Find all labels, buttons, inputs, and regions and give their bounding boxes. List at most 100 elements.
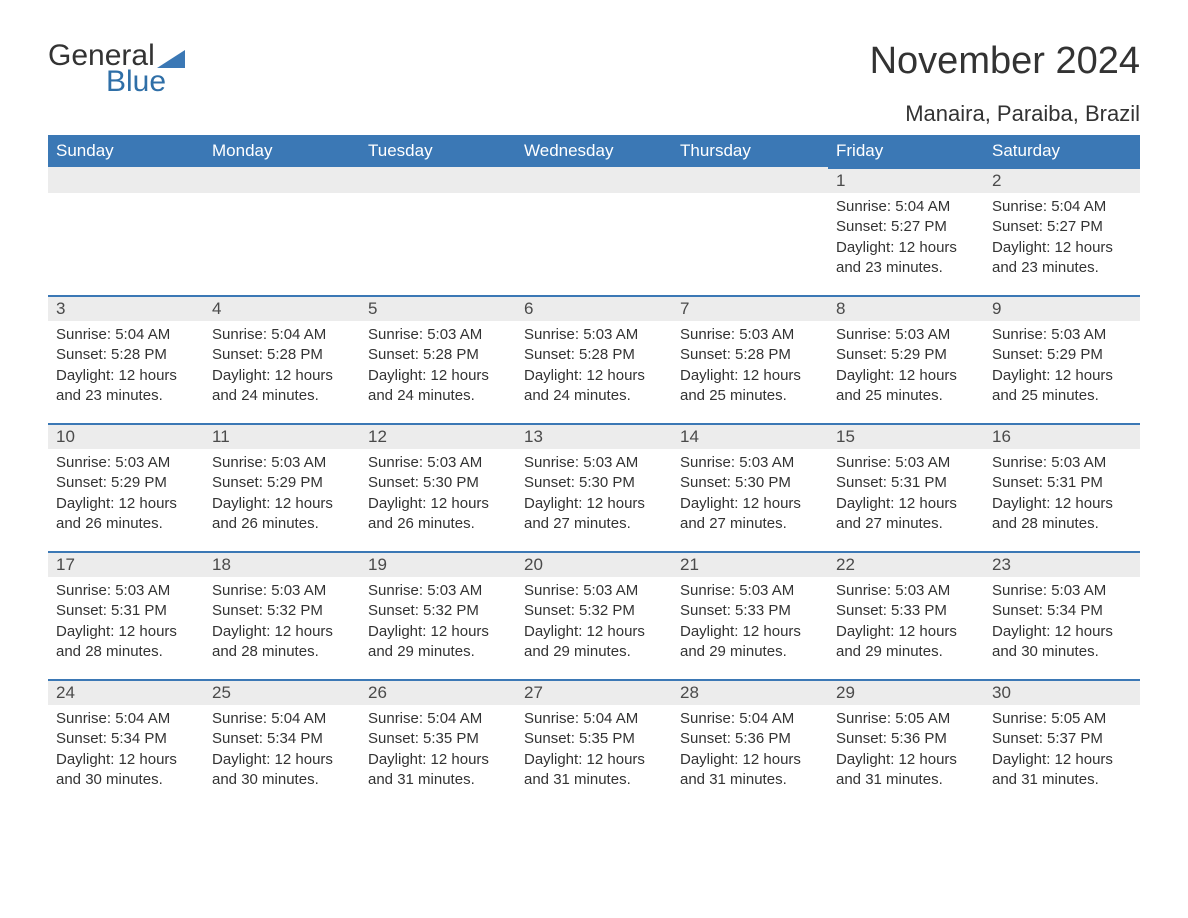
sunrise-line-value: 5:03 AM [895,454,950,471]
day-number: 2 [984,167,1140,193]
title-block: November 2024 Manaira, Paraiba, Brazil [870,40,1140,127]
sunset-line: Sunset: 5:29 PM [212,473,352,493]
calendar-cell: 27Sunrise: 5:04 AMSunset: 5:35 PMDayligh… [516,679,672,807]
sunrise-line: Sunrise: 5:03 AM [212,453,352,473]
calendar-week-row: 17Sunrise: 5:03 AMSunset: 5:31 PMDayligh… [48,551,1140,679]
day-details: Sunrise: 5:03 AMSunset: 5:32 PMDaylight:… [204,577,360,672]
sunset-line-value: 5:34 PM [111,730,167,747]
sunset-line-label: Sunset: [56,346,111,363]
sunrise-line-label: Sunrise: [524,326,583,343]
sunset-line-value: 5:35 PM [579,730,635,747]
day-details: Sunrise: 5:04 AMSunset: 5:28 PMDaylight:… [48,321,204,416]
calendar-cell: 24Sunrise: 5:04 AMSunset: 5:34 PMDayligh… [48,679,204,807]
sunset-line-value: 5:30 PM [735,474,791,491]
sunset-line: Sunset: 5:35 PM [524,729,664,749]
sunset-line-label: Sunset: [524,602,579,619]
sunset-line: Sunset: 5:29 PM [992,345,1132,365]
sunset-line: Sunset: 5:34 PM [992,601,1132,621]
calendar-cell: 14Sunrise: 5:03 AMSunset: 5:30 PMDayligh… [672,423,828,551]
sunset-line: Sunset: 5:28 PM [212,345,352,365]
sunset-line: Sunset: 5:27 PM [992,217,1132,237]
day-details: Sunrise: 5:03 AMSunset: 5:28 PMDaylight:… [360,321,516,416]
sunrise-line: Sunrise: 5:03 AM [836,325,976,345]
sunrise-line: Sunrise: 5:03 AM [992,581,1132,601]
sunrise-line-label: Sunrise: [836,710,895,727]
day-number: 25 [204,679,360,705]
sunrise-line-label: Sunrise: [212,582,271,599]
sunset-line-label: Sunset: [212,730,267,747]
calendar-cell: 29Sunrise: 5:05 AMSunset: 5:36 PMDayligh… [828,679,984,807]
sunset-line-label: Sunset: [368,730,423,747]
sunrise-line: Sunrise: 5:04 AM [56,709,196,729]
day-number: 11 [204,423,360,449]
daylight-line: Daylight: 12 hours and 28 minutes. [992,494,1132,535]
daylight-line: Daylight: 12 hours and 26 minutes. [212,494,352,535]
calendar-cell: 23Sunrise: 5:03 AMSunset: 5:34 PMDayligh… [984,551,1140,679]
sunrise-line-value: 5:03 AM [115,582,170,599]
sunset-line-value: 5:37 PM [1047,730,1103,747]
sunset-line-value: 5:27 PM [891,218,947,235]
daylight-line: Daylight: 12 hours and 31 minutes. [836,750,976,791]
sunrise-line-label: Sunrise: [680,454,739,471]
day-number: 10 [48,423,204,449]
calendar-cell: 1Sunrise: 5:04 AMSunset: 5:27 PMDaylight… [828,167,984,295]
day-details: Sunrise: 5:03 AMSunset: 5:32 PMDaylight:… [360,577,516,672]
sunset-line-value: 5:34 PM [1047,602,1103,619]
daylight-line-label: Daylight: [524,623,587,640]
sunrise-line-value: 5:03 AM [895,326,950,343]
sunrise-line-label: Sunrise: [524,454,583,471]
day-number: 20 [516,551,672,577]
sunrise-line-value: 5:04 AM [115,326,170,343]
sunset-line-label: Sunset: [680,730,735,747]
sunset-line-label: Sunset: [992,218,1047,235]
calendar-cell [360,167,516,295]
day-number: 28 [672,679,828,705]
daylight-line: Daylight: 12 hours and 25 minutes. [680,366,820,407]
sunrise-line-value: 5:03 AM [271,454,326,471]
sunset-line-label: Sunset: [992,730,1047,747]
calendar-cell: 12Sunrise: 5:03 AMSunset: 5:30 PMDayligh… [360,423,516,551]
day-details: Sunrise: 5:04 AMSunset: 5:36 PMDaylight:… [672,705,828,800]
page-header: General Blue November 2024 Manaira, Para… [48,40,1140,127]
daylight-line: Daylight: 12 hours and 29 minutes. [680,622,820,663]
daylight-line: Daylight: 12 hours and 29 minutes. [368,622,508,663]
daylight-line: Daylight: 12 hours and 29 minutes. [524,622,664,663]
day-details: Sunrise: 5:03 AMSunset: 5:32 PMDaylight:… [516,577,672,672]
sunrise-line: Sunrise: 5:03 AM [992,453,1132,473]
sunrise-line: Sunrise: 5:03 AM [368,581,508,601]
sunrise-line-value: 5:03 AM [583,326,638,343]
day-details: Sunrise: 5:03 AMSunset: 5:29 PM Daylight:… [984,321,1140,416]
sunset-line: Sunset: 5:31 PM [992,473,1132,493]
sunrise-line-value: 5:03 AM [739,454,794,471]
calendar-cell: 7Sunrise: 5:03 AMSunset: 5:28 PMDaylight… [672,295,828,423]
daylight-line-label: Daylight: [212,751,275,768]
sunrise-line-label: Sunrise: [680,710,739,727]
calendar-cell: 2Sunrise: 5:04 AMSunset: 5:27 PMDaylight… [984,167,1140,295]
sunrise-line-value: 5:03 AM [427,454,482,471]
sunset-line-value: 5:36 PM [735,730,791,747]
day-number: 21 [672,551,828,577]
day-number: 30 [984,679,1140,705]
sunrise-line-value: 5:03 AM [115,454,170,471]
daylight-line-label: Daylight: [212,495,275,512]
sunset-line-label: Sunset: [368,474,423,491]
calendar-cell: 30Sunrise: 5:05 AMSunset: 5:37 PMDayligh… [984,679,1140,807]
sunrise-line-value: 5:03 AM [895,582,950,599]
sunrise-line: Sunrise: 5:04 AM [212,709,352,729]
calendar-week-row: 1Sunrise: 5:04 AMSunset: 5:27 PMDaylight… [48,167,1140,295]
calendar-cell: 13Sunrise: 5:03 AMSunset: 5:30 PMDayligh… [516,423,672,551]
sunset-line-label: Sunset: [524,730,579,747]
sunrise-line-value: 5:03 AM [739,582,794,599]
calendar-cell: 20Sunrise: 5:03 AMSunset: 5:32 PMDayligh… [516,551,672,679]
sunrise-line: Sunrise: 5:03 AM [992,325,1132,345]
sunset-line: Sunset: 5:32 PM [212,601,352,621]
sunrise-line: Sunrise: 5:03 AM [56,581,196,601]
daylight-line-label: Daylight: [992,367,1055,384]
day-number: 27 [516,679,672,705]
daylight-line: Daylight: 12 hours and 29 minutes. [836,622,976,663]
calendar-week-row: 10Sunrise: 5:03 AMSunset: 5:29 PMDayligh… [48,423,1140,551]
day-details: Sunrise: 5:03 AMSunset: 5:30 PMDaylight:… [672,449,828,544]
daylight-line-label: Daylight: [836,623,899,640]
sunset-line-value: 5:28 PM [267,346,323,363]
sunset-line: Sunset: 5:30 PM [680,473,820,493]
